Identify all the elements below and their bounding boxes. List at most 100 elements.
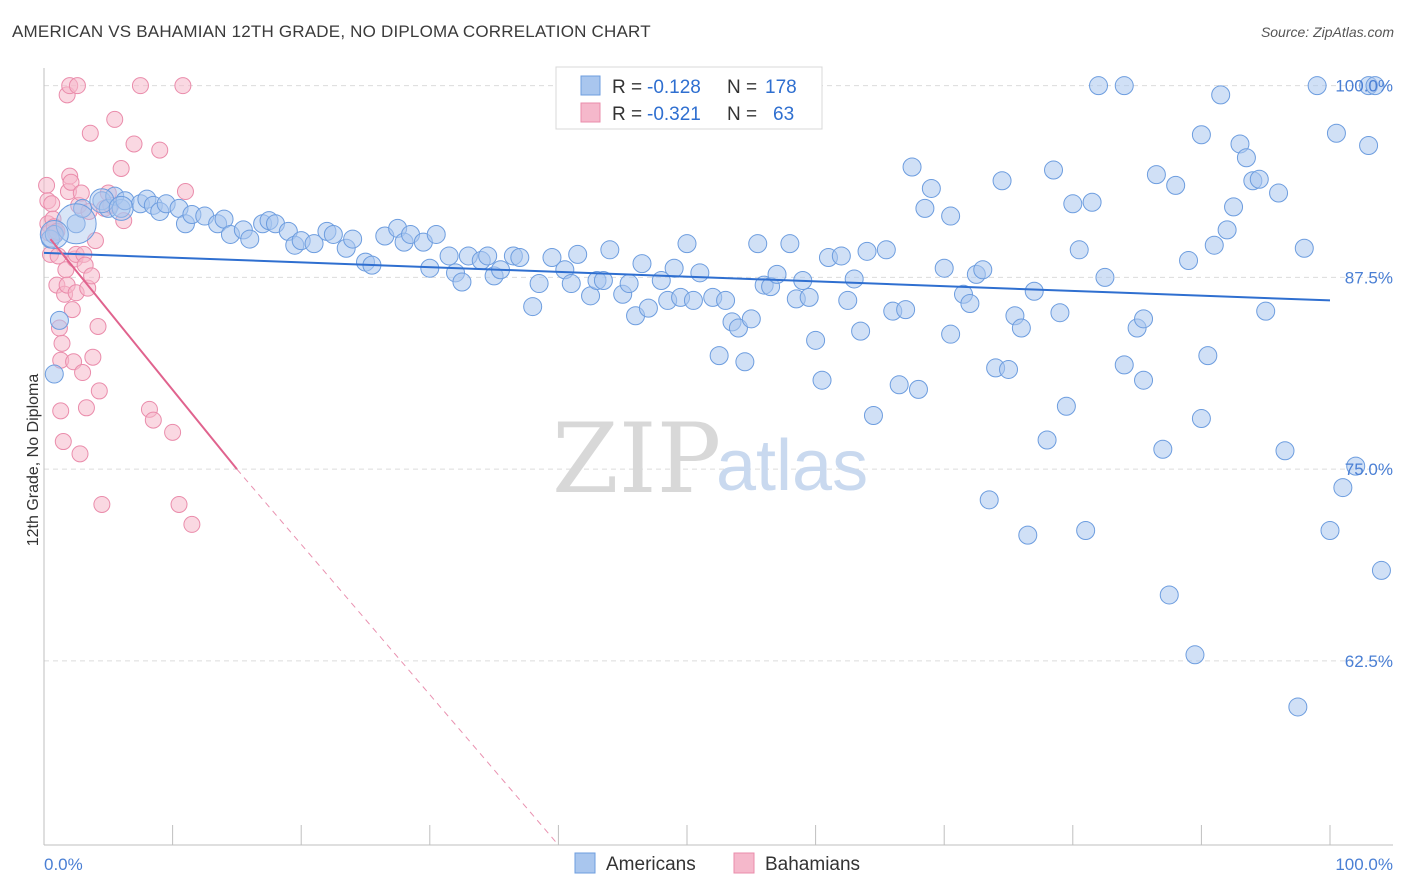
american-point [49,310,69,330]
american-point [1018,525,1038,545]
legend-bahamians-n-label: N = [727,104,757,125]
trend-lines [43,238,1331,846]
bahamian-point [93,495,111,513]
legend-americans-r-value: -0.128 [647,77,701,98]
bahamian-point [81,124,99,142]
bahamian-point [38,176,56,194]
bottom-legend-swatch-americans [574,852,596,874]
american-point [1044,160,1064,180]
bahamian-point [176,183,194,201]
american-point [941,206,961,226]
americans-points [39,76,1391,717]
american-point [1179,251,1199,271]
bahamian-point [52,402,70,420]
american-point [1134,309,1154,329]
american-point [1256,301,1276,321]
american-point [876,240,896,260]
y-tick-label: 100.0% [1335,77,1393,96]
y-tick-label: 75.0% [1345,460,1393,479]
american-point [1050,303,1070,323]
american-point [619,274,639,294]
american-point [690,263,710,283]
american-point [741,309,761,329]
american-point [664,258,684,278]
bahamian-point [84,348,102,366]
american-point [1191,409,1211,429]
american-point [1024,281,1044,301]
american-point [735,352,755,372]
american-point [1153,439,1173,459]
american-point [44,364,64,384]
bottom-legend-swatch-bahamians [733,852,755,874]
american-point [1249,169,1269,189]
american-point [439,246,459,266]
bahamians-points [38,77,201,533]
bahamian-point [43,195,61,213]
bahamian-point [183,515,201,533]
bahamians-trend-line [49,238,238,470]
legend-bahamians-r-label: R = [612,104,642,125]
american-point [1204,235,1224,255]
american-point [889,375,909,395]
american-point [1089,76,1109,96]
american-point [780,234,800,254]
bottom-legend: Americans Bahamians [574,852,860,875]
american-point [510,247,530,267]
x-tick-label-max: 100.0% [1335,855,1393,874]
american-point [1333,478,1353,498]
american-point [677,234,697,254]
american-point [921,178,941,198]
bahamian-point [90,382,108,400]
bahamian-point [53,334,71,352]
american-point [728,318,748,338]
american-point [992,171,1012,191]
american-point-large [108,195,134,221]
american-point [568,244,588,264]
american-point [1236,148,1256,168]
y-tick-label: 62.5% [1345,652,1393,671]
american-point [343,229,363,249]
american-point [960,293,980,313]
american-point [1198,346,1218,366]
american-point [1365,76,1385,96]
watermark-atlas: atlas [716,426,868,506]
american-point [838,290,858,310]
bahamian-point [112,160,130,178]
y-axis-title: 12th Grade, No Diploma [25,374,42,547]
american-point [806,330,826,350]
american-point [542,247,562,267]
bahamian-point [170,495,188,513]
american-point [1275,441,1295,461]
american-point [1191,125,1211,145]
american-point [851,321,871,341]
bahamian-point [68,77,86,95]
american-point [863,405,883,425]
american-point [915,198,935,218]
american-point [973,260,993,280]
american-point [593,270,613,290]
american-point [1114,355,1134,375]
american-point [1185,645,1205,665]
x-tick-label-min: 0.0% [44,855,83,874]
american-point [638,298,658,318]
american-point [748,234,768,254]
bahamian-point [74,364,92,382]
american-point [709,346,729,366]
chart-title: AMERICAN VS BAHAMIAN 12TH GRADE, NO DIPL… [12,22,651,41]
bahamian-point [71,445,89,463]
american-point-large [39,219,69,249]
american-point [831,246,851,266]
bahamian-point [151,141,169,159]
american-point [683,290,703,310]
bahamian-point [174,77,192,95]
american-point [716,290,736,310]
american-point [1011,318,1031,338]
american-point [1076,521,1096,541]
bahamian-point [83,267,101,285]
bahamian-point [72,184,90,202]
american-point [523,297,543,317]
american-point [934,258,954,278]
american-point [896,300,916,320]
american-point [1269,183,1289,203]
american-point [1326,123,1346,143]
